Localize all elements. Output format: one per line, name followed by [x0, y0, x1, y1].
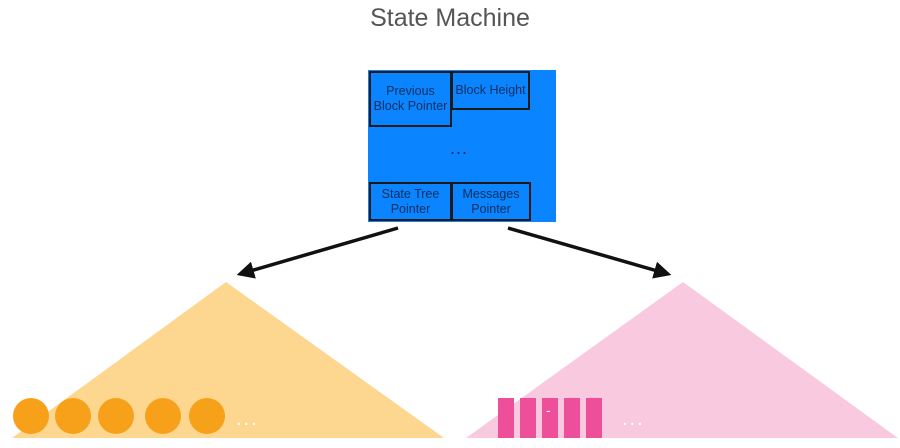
message-leaf — [498, 398, 514, 438]
previous-block-pointer-cell: Previous Block Pointer — [369, 71, 452, 127]
arrow-to-state-tree — [236, 226, 399, 279]
state-leaves-ellipsis: ... — [236, 408, 259, 430]
message-leaf — [586, 398, 602, 438]
messages-pointer-cell: Messages Pointer — [451, 182, 531, 221]
message-leaf-mark: - — [546, 402, 551, 418]
state-leaf — [189, 398, 225, 434]
message-leaf — [564, 398, 580, 438]
message-leaf — [542, 398, 558, 438]
block-height-label: Block Height — [455, 83, 526, 97]
state-tree-pointer-cell: State Tree Pointer — [369, 182, 452, 221]
block-height-cell: Block Height — [451, 71, 530, 110]
message-leaf — [520, 398, 536, 438]
diagram-title: State Machine — [370, 4, 530, 32]
state-tree-pointer-label: State Tree Pointer — [381, 186, 440, 216]
state-leaf — [98, 398, 134, 434]
message-leaves-ellipsis: ... — [622, 408, 645, 430]
state-leaf — [145, 398, 181, 434]
messages-pointer-label: Messages Pointer — [462, 186, 520, 216]
arrow-to-messages-tree — [507, 226, 672, 279]
state-leaf — [13, 398, 49, 434]
state-leaf — [55, 398, 91, 434]
block-fields-ellipsis: ... — [450, 138, 469, 158]
previous-block-pointer-label: Previous Block Pointer — [373, 84, 448, 113]
